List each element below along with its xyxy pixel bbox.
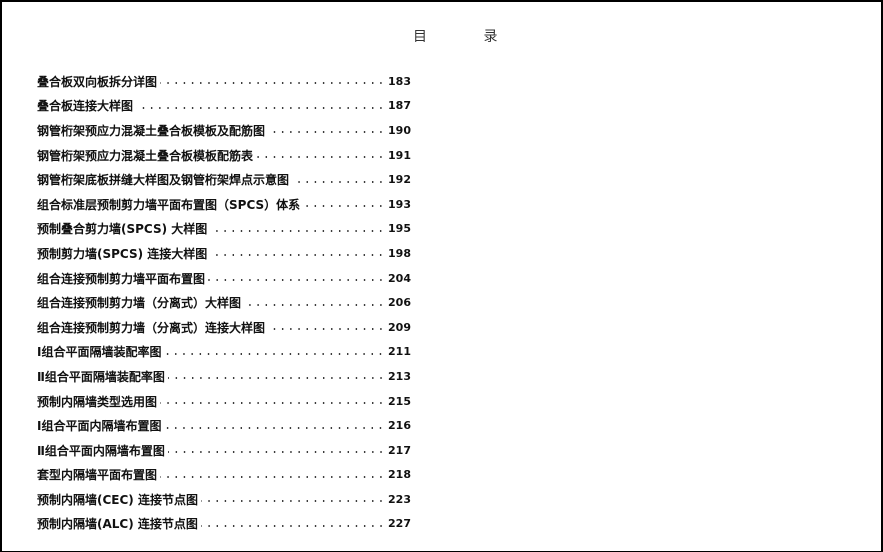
dot-leader bbox=[256, 156, 386, 159]
toc-entry-label: 钢管桁架预应力混凝土叠合板模板及配筋图 bbox=[37, 123, 266, 138]
toc-entry-page: 183 bbox=[388, 74, 411, 88]
toc-entry[interactable]: 组合连接预制剪力墙（分离式）大样图 206 bbox=[37, 290, 411, 315]
dot-leader bbox=[164, 426, 386, 429]
toc-entry-page: 211 bbox=[388, 345, 411, 359]
toc-entry-label: 预制剪力墙(SPCS) 连接大样图 bbox=[37, 246, 208, 261]
toc-entry-label: 钢管桁架底板拼缝大样图及钢管桁架焊点示意图 bbox=[37, 173, 290, 188]
toc-entry-label: Ⅰ组合平面内隔墙布置图 bbox=[37, 419, 162, 434]
toc-entry[interactable]: 组合连接预制剪力墙平面布置图 204 bbox=[37, 266, 411, 291]
dot-leader bbox=[244, 303, 386, 306]
dot-leader bbox=[164, 352, 386, 355]
toc-entry[interactable]: 钢管桁架预应力混凝土叠合板模板配筋表 191 bbox=[37, 143, 411, 168]
toc-entry-label: 预制叠合剪力墙(SPCS) 大样图 bbox=[37, 222, 208, 237]
toc-entry-label: Ⅱ组合平面隔墙装配率图 bbox=[37, 369, 165, 384]
dot-leader bbox=[292, 180, 386, 183]
toc-entry[interactable]: Ⅱ组合平面隔墙装配率图 213 bbox=[37, 364, 411, 389]
toc-entry-page: 217 bbox=[388, 443, 411, 457]
table-of-contents: 叠合板双向板拆分详图 183 叠合板连接大样图 187 钢管桁架预应力混凝土叠合板模板及… bbox=[37, 69, 411, 536]
toc-entry-page: 195 bbox=[388, 222, 411, 236]
toc-entry-label: 钢管桁架预应力混凝土叠合板模板配筋表 bbox=[37, 148, 254, 163]
toc-entry-label: Ⅱ组合平面内隔墙布置图 bbox=[37, 443, 165, 458]
toc-entry-label: 组合标准层预制剪力墙平面布置图（SPCS）体系 bbox=[37, 197, 301, 212]
toc-entry[interactable]: 预制内隔墙(ALC) 连接节点图 227 bbox=[37, 512, 411, 537]
toc-entry-page: 218 bbox=[388, 468, 411, 482]
dot-leader bbox=[268, 131, 386, 134]
toc-entry-page: 206 bbox=[388, 296, 411, 310]
toc-entry-page: 213 bbox=[388, 369, 411, 383]
toc-entry-label: 叠合板双向板拆分详图 bbox=[37, 74, 158, 89]
toc-entry-label: 叠合板连接大样图 bbox=[37, 99, 134, 114]
toc-entry-page: 204 bbox=[388, 271, 411, 285]
toc-entry[interactable]: 钢管桁架底板拼缝大样图及钢管桁架焊点示意图 192 bbox=[37, 167, 411, 192]
page-title: 目 录 bbox=[413, 29, 524, 45]
dot-leader bbox=[167, 377, 386, 380]
toc-entry-page: 227 bbox=[388, 517, 411, 531]
toc-entry[interactable]: 叠合板双向板拆分详图 183 bbox=[37, 69, 411, 94]
toc-entry[interactable]: 套型内隔墙平面布置图 218 bbox=[37, 463, 411, 488]
toc-entry[interactable]: 预制内隔墙(CEC) 连接节点图 223 bbox=[37, 487, 411, 512]
toc-entry-page: 193 bbox=[388, 197, 411, 211]
toc-entry-page: 198 bbox=[388, 246, 411, 260]
toc-entry-label: 组合连接预制剪力墙（分离式）大样图 bbox=[37, 296, 242, 311]
dot-leader bbox=[208, 279, 386, 282]
toc-entry-page: 190 bbox=[388, 123, 411, 137]
dot-leader bbox=[200, 500, 386, 503]
toc-entry-page: 192 bbox=[388, 173, 411, 187]
dot-leader bbox=[160, 82, 386, 85]
toc-entry-label: 预制内隔墙(ALC) 连接节点图 bbox=[37, 517, 198, 532]
dot-leader bbox=[210, 229, 386, 232]
toc-entry-page: 209 bbox=[388, 320, 411, 334]
toc-entry[interactable]: 钢管桁架预应力混凝土叠合板模板及配筋图 190 bbox=[37, 118, 411, 143]
toc-entry-label: 套型内隔墙平面布置图 bbox=[37, 468, 158, 483]
toc-entry[interactable]: 叠合板连接大样图 187 bbox=[37, 94, 411, 119]
toc-entry[interactable]: 预制叠合剪力墙(SPCS) 大样图 195 bbox=[37, 217, 411, 242]
toc-entry[interactable]: Ⅰ组合平面隔墙装配率图 211 bbox=[37, 340, 411, 365]
dot-leader bbox=[303, 205, 386, 208]
toc-entry[interactable]: 预制剪力墙(SPCS) 连接大样图 198 bbox=[37, 241, 411, 266]
toc-entry-label: 预制内隔墙(CEC) 连接节点图 bbox=[37, 492, 198, 507]
toc-entry-label: 组合连接预制剪力墙（分离式）连接大样图 bbox=[37, 320, 266, 335]
dot-leader bbox=[167, 451, 386, 454]
toc-entry-page: 223 bbox=[388, 492, 411, 506]
toc-entry-page: 215 bbox=[388, 394, 411, 408]
toc-entry-label: 预制内隔墙类型选用图 bbox=[37, 394, 158, 409]
toc-entry-page: 191 bbox=[388, 148, 411, 162]
toc-entry[interactable]: 组合连接预制剪力墙（分离式）连接大样图 209 bbox=[37, 315, 411, 340]
toc-entry-label: Ⅰ组合平面隔墙装配率图 bbox=[37, 345, 162, 360]
toc-entry-page: 216 bbox=[388, 419, 411, 433]
toc-entry-label: 组合连接预制剪力墙平面布置图 bbox=[37, 271, 206, 286]
dot-leader bbox=[160, 402, 386, 405]
dot-leader bbox=[210, 254, 386, 257]
toc-entry[interactable]: Ⅰ组合平面内隔墙布置图 216 bbox=[37, 413, 411, 438]
toc-entry[interactable]: 组合标准层预制剪力墙平面布置图（SPCS）体系 193 bbox=[37, 192, 411, 217]
toc-entry[interactable]: Ⅱ组合平面内隔墙布置图 217 bbox=[37, 438, 411, 463]
toc-entry-page: 187 bbox=[388, 99, 411, 113]
dot-leader bbox=[136, 106, 386, 109]
dot-leader bbox=[200, 524, 386, 527]
dot-leader bbox=[268, 328, 386, 331]
toc-entry[interactable]: 预制内隔墙类型选用图 215 bbox=[37, 389, 411, 414]
dot-leader bbox=[160, 475, 386, 478]
